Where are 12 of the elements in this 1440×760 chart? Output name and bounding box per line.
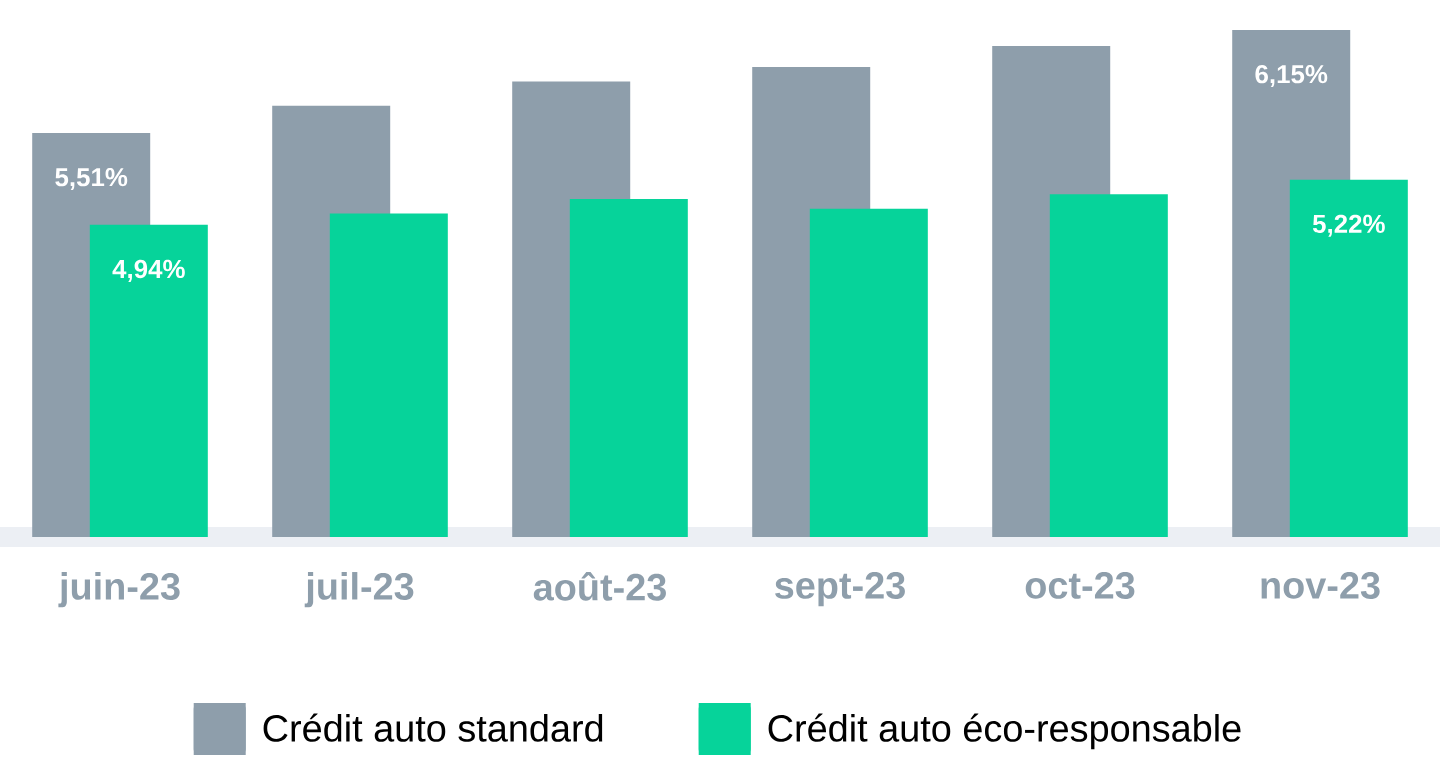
x-tick-label: août-23 [533, 572, 666, 601]
legend-label: Crédit auto éco-responsable [768, 713, 1241, 750]
data-label: 4,94% [112, 259, 185, 282]
x-tick-label: nov-23 [1261, 572, 1380, 599]
data-label: 5,51% [55, 168, 128, 191]
x-tick-label: sept-23 [775, 572, 905, 607]
x-tick-label: juil-23 [304, 572, 414, 608]
x-tick-label: oct-23 [1025, 572, 1135, 599]
legend-label: Crédit auto standard [263, 713, 603, 742]
x-tick-label: juin-23 [58, 572, 180, 608]
data-label: 5,22% [1312, 214, 1385, 237]
data-label: 6,15% [1255, 65, 1328, 88]
